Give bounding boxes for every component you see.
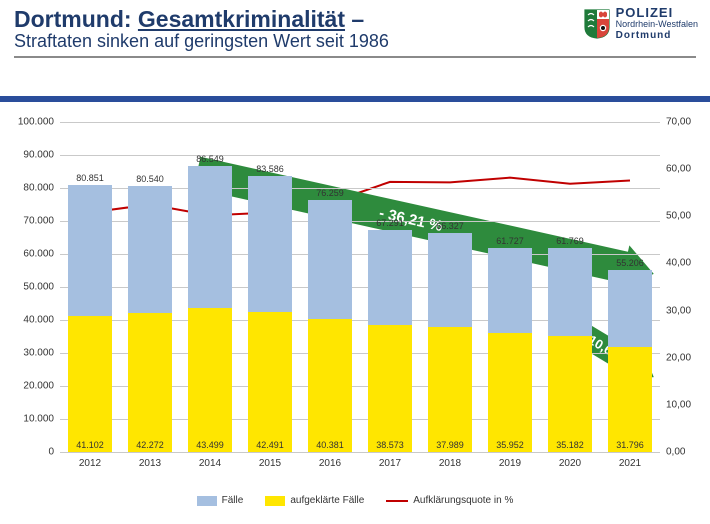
police-logo: POLIZEI Nordrhein-Westfalen Dortmund <box>584 6 698 41</box>
y2-tick-label: 0,00 <box>660 447 685 458</box>
bar-solved <box>488 333 531 452</box>
bar-total-label: 76.259 <box>308 188 351 200</box>
y1-tick-label: 0 <box>48 447 60 458</box>
legend: Fälle aufgeklärte Fälle Aufklärungsquote… <box>0 495 710 506</box>
bar-solved <box>188 308 231 452</box>
logo-brand: POLIZEI <box>616 5 674 20</box>
x-tick-label: 2020 <box>559 452 581 469</box>
x-tick-label: 2018 <box>439 452 461 469</box>
x-tick-label: 2013 <box>139 452 161 469</box>
y2-tick-label: 30,00 <box>660 305 691 316</box>
legend-label-rate: Aufklärungsquote in % <box>413 495 513 506</box>
bar-total-label: 80.540 <box>128 174 171 186</box>
y1-tick-label: 30.000 <box>23 348 60 359</box>
y1-tick-label: 40.000 <box>23 315 60 326</box>
bar-solved-label: 41.102 <box>68 440 111 450</box>
bar-solved <box>428 327 471 452</box>
x-tick-label: 2021 <box>619 452 641 469</box>
nrw-shield-icon <box>584 9 610 39</box>
legend-item-total: Fälle <box>197 495 244 506</box>
y1-tick-label: 90.000 <box>23 150 60 161</box>
bar-total-label: 86.549 <box>188 154 231 166</box>
bar-solved <box>68 316 111 452</box>
y1-tick-label: 50.000 <box>23 282 60 293</box>
bar-solved-label: 38.573 <box>368 440 411 450</box>
y1-tick-label: 20.000 <box>23 381 60 392</box>
x-tick-label: 2019 <box>499 452 521 469</box>
header: Dortmund: Gesamtkriminalität – Straftate… <box>0 0 710 76</box>
topic: Gesamtkriminalität <box>138 6 345 32</box>
grid-line <box>60 122 660 123</box>
x-tick-label: 2014 <box>199 452 221 469</box>
legend-item-solved: aufgeklärte Fälle <box>265 495 364 506</box>
bar-solved-label: 42.272 <box>128 440 171 450</box>
legend-item-rate: Aufklärungsquote in % <box>386 495 513 506</box>
y2-tick-label: 10,00 <box>660 399 691 410</box>
chart: - 36,21 %- 10,63 % 010.00020.00030.00040… <box>0 102 710 512</box>
y1-tick-label: 80.000 <box>23 183 60 194</box>
bar-solved-label: 40.381 <box>308 440 351 450</box>
y1-tick-label: 100.000 <box>18 117 60 128</box>
y1-tick-label: 60.000 <box>23 249 60 260</box>
y1-tick-label: 70.000 <box>23 216 60 227</box>
bar-total-label: 61.769 <box>548 236 591 248</box>
bar-solved <box>248 312 291 452</box>
legend-label-solved: aufgeklärte Fälle <box>290 495 364 506</box>
y2-tick-label: 20,00 <box>660 352 691 363</box>
y2-tick-label: 70,00 <box>660 117 691 128</box>
y2-tick-label: 60,00 <box>660 164 691 175</box>
bar-total-label: 55.206 <box>608 258 651 270</box>
swatch-yellow-icon <box>265 496 285 506</box>
plot-area: - 36,21 %- 10,63 % 010.00020.00030.00040… <box>60 122 660 452</box>
dash: – <box>345 6 364 32</box>
legend-label-total: Fälle <box>222 495 244 506</box>
bar-solved-label: 43.499 <box>188 440 231 450</box>
bar-total-label: 67.291 <box>368 218 411 230</box>
y2-tick-label: 40,00 <box>660 258 691 269</box>
y2-tick-label: 50,00 <box>660 211 691 222</box>
x-tick-label: 2015 <box>259 452 281 469</box>
y1-tick-label: 10.000 <box>23 414 60 425</box>
bar-solved <box>548 336 591 452</box>
header-rule-grey <box>14 56 696 58</box>
grid-line <box>60 155 660 156</box>
x-tick-label: 2016 <box>319 452 341 469</box>
bar-solved <box>308 319 351 452</box>
bar-total-label: 66.327 <box>428 221 471 233</box>
bar-solved <box>368 325 411 452</box>
bar-solved-label: 42.491 <box>248 440 291 450</box>
bar-total-label: 61.727 <box>488 236 531 248</box>
x-tick-label: 2017 <box>379 452 401 469</box>
bar-solved-label: 31.796 <box>608 440 651 450</box>
bar-total-label: 80.851 <box>68 173 111 185</box>
bar-solved <box>608 347 651 452</box>
bar-solved-label: 37.989 <box>428 440 471 450</box>
bar-solved-label: 35.182 <box>548 440 591 450</box>
bar-solved <box>128 313 171 452</box>
x-tick-label: 2012 <box>79 452 101 469</box>
bar-total-label: 83.586 <box>248 164 291 176</box>
logo-region: Nordrhein-Westfalen <box>616 19 698 29</box>
logo-city: Dortmund <box>616 30 672 41</box>
bar-solved-label: 35.952 <box>488 440 531 450</box>
swatch-line-icon <box>386 500 408 502</box>
swatch-blue-icon <box>197 496 217 506</box>
city-name: Dortmund: <box>14 6 132 32</box>
logo-text: POLIZEI Nordrhein-Westfalen Dortmund <box>616 6 698 41</box>
